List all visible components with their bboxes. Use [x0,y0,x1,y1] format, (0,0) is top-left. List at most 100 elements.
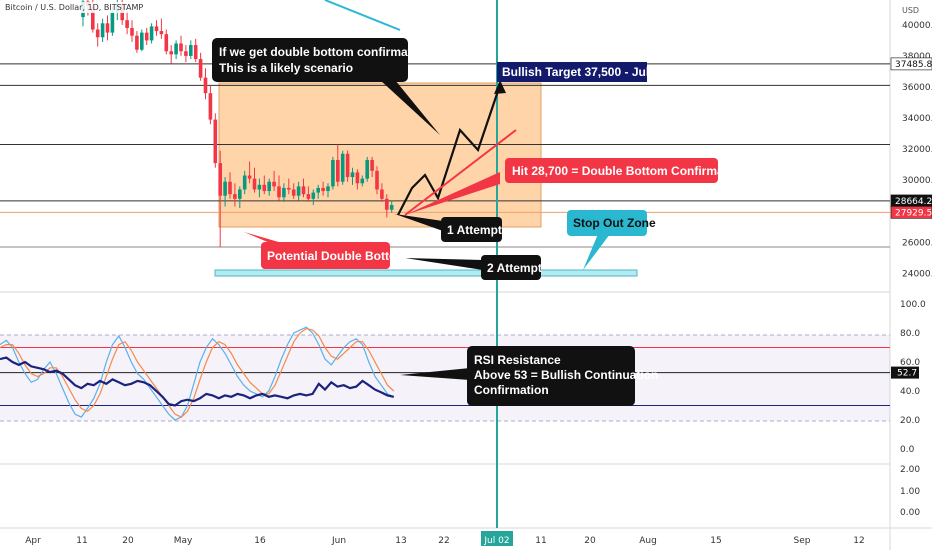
candle [169,45,173,64]
candle [301,178,306,198]
candle [355,169,360,190]
confirmation-label: Hit 28,700 = Double Bottom Confirmation [512,164,746,178]
target-callout [497,62,647,82]
rsi-badge: 52.7 [891,366,919,379]
candle [291,183,296,199]
candle [125,10,129,35]
candle [311,189,316,206]
candle [380,183,384,202]
candle [306,186,311,202]
confirmation-pointer [405,172,500,215]
rsi-badge-label: 52.7 [897,369,917,379]
time-axis[interactable]: Apr 11 20 May 16 Jun 13 22 11 20 Aug 15 Sep 12 Jul 02 [25,531,865,546]
rsi-callout [467,346,635,406]
time-tick-label: Apr [25,536,41,546]
candle [233,183,237,207]
projected-path-arrowhead [494,80,506,94]
stopout-label: Stop Out Zone [573,216,656,230]
candle [375,166,379,195]
attempt2-pointer [405,258,483,270]
scenario-line-1: If we get double bottom confirmation [219,45,430,59]
candle [213,113,218,168]
time-tick-label: 15 [710,536,721,546]
candle [179,35,183,56]
rsi-tick-label: 0.0 [900,445,915,455]
price-badge-label: 28664.22 [895,197,932,207]
price-badge: 37485.87 [890,57,932,71]
scenario-line-2: This is a likely scenario [219,61,353,75]
target-label: Bullish Target 37,500 - July 2 [502,65,666,79]
candle [350,167,355,185]
candle [385,194,389,218]
rsi-line-2: Above 53 = Bullish Continuation [474,368,658,382]
candle [144,27,149,46]
time-tick-label: Jun [331,536,346,546]
rsi-tick-label: 100.0 [900,300,926,310]
candle [296,181,301,201]
candle [95,23,100,47]
candle [135,31,139,53]
candle [287,178,291,195]
time-tick-label: 11 [76,536,87,546]
candle [370,156,374,178]
candle [316,184,320,199]
currency-label: USD [902,6,920,15]
rsi-pointer [400,368,470,380]
rsi-line-1: RSI Resistance [474,353,561,367]
candle [193,38,198,63]
price-axis[interactable]: 40000.0 38000.0 36000.0 34000.0 32000.0 30000… [890,21,932,280]
rsi-axis[interactable]: 100.0 80.0 60.0 40.0 20.0 0.0 52.7 [891,300,926,455]
candle [340,150,345,185]
neckline-trend [404,129,517,216]
price-tick-label: 40000.0 [902,21,932,31]
time-tick-label: Sep [794,536,811,546]
candle [238,186,242,209]
candle [164,29,169,55]
attempt2-label: 2 Attempt [487,261,542,275]
time-tick-label: 22 [438,536,449,546]
price-levels [0,63,890,248]
double-bottom-pointer [244,232,282,243]
candle [242,170,247,195]
extra-axis: 2.00 1.00 0.00 [900,465,920,518]
candle [321,181,325,196]
time-highlight: Jul 02 [481,531,513,546]
stopout-pointer [583,234,610,270]
time-tick-label: 13 [395,536,406,546]
candle [105,15,110,41]
price-badge: 28664.22 [890,194,932,208]
candle [203,68,208,100]
candle [360,175,365,187]
candle [174,40,178,60]
scenario-callout [212,38,408,82]
time-tick-label: May [174,536,193,546]
candle [336,144,340,187]
candles [81,0,394,247]
stop-out-zone-band [214,269,638,277]
candle [154,20,159,36]
time-tick-label: 20 [122,536,134,546]
time-tick-label: 12 [853,536,864,546]
price-badge-label: 37485.87 [895,60,932,70]
rsi-tick-label: 60.0 [900,358,920,368]
price-tick-label: 30000.0 [902,176,932,186]
rsi-series-d [0,327,395,418]
confirmation-callout [505,158,718,183]
extra-tick-label: 2.00 [900,465,920,475]
scenario-pointer [380,80,440,135]
candle [389,200,394,213]
consolidation-zone [218,82,542,228]
candle [130,20,134,42]
candle [228,172,232,199]
candle [345,150,350,182]
price-tick-label: 38000.0 [902,52,932,62]
candle [331,156,335,190]
candle [326,183,330,198]
price-tick-label: 32000.0 [902,145,932,155]
chart-title: Bitcoin / U.S. Dollar, 1D, BITSTAMP [3,2,146,13]
rsi-tick-label: 80.0 [900,329,920,339]
candle [267,178,271,196]
time-tick-label: 11 [535,536,546,546]
